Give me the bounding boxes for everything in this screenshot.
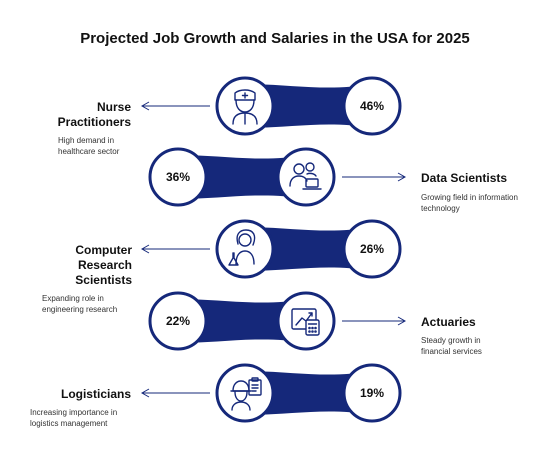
growth-value-computer-research-scientists: 26% xyxy=(359,242,385,256)
job-title-actuaries: Actuaries xyxy=(421,315,476,329)
job-title-computer-research-scientists: Computer Research Scientists xyxy=(75,243,132,287)
arrow-head-4 xyxy=(397,316,407,326)
page-title: Projected Job Growth and Salaries in the… xyxy=(80,30,470,47)
growth-value-nurse-practitioners: 46% xyxy=(359,99,385,113)
arrow-head-1 xyxy=(140,101,150,111)
growth-value-logisticians: 19% xyxy=(359,386,385,400)
job-description-computer-research-scientists: Expanding role in engineering research xyxy=(42,294,118,314)
job-description-nurse-practitioners: High demand in healthcare sector xyxy=(58,136,120,156)
arrow-head-2 xyxy=(397,172,407,182)
job-description-actuaries: Steady growth in financial services xyxy=(421,336,482,356)
pct-circle-3 xyxy=(342,219,402,279)
icon-circle-2 xyxy=(276,147,336,207)
icon-circle-5 xyxy=(215,363,275,423)
connector-band-2 xyxy=(178,155,306,199)
job-title-logisticians: Logisticians xyxy=(60,387,131,401)
pct-circle-5 xyxy=(342,363,402,423)
arrow-head-3 xyxy=(140,244,150,254)
connector-band-5 xyxy=(245,371,372,415)
pct-circle-4 xyxy=(148,291,208,351)
calculator-chart-icon xyxy=(291,308,320,336)
data-scientist-icon xyxy=(289,162,322,190)
icon-circle-3 xyxy=(215,219,275,279)
pct-circle-1 xyxy=(342,76,402,136)
connector-band-1 xyxy=(245,84,372,128)
job-description-logisticians: Increasing importance in logistics manag… xyxy=(30,408,118,428)
pct-circle-2 xyxy=(148,147,208,207)
logistician-icon xyxy=(230,377,262,411)
job-title-data-scientists: Data Scientists xyxy=(421,171,508,185)
growth-value-data-scientists: 36% xyxy=(165,170,191,184)
arrow-head-5 xyxy=(140,388,150,398)
nurse-icon xyxy=(232,89,258,125)
connector-band-3 xyxy=(245,227,372,271)
scientist-icon xyxy=(228,229,256,266)
icon-circle-1 xyxy=(215,76,275,136)
connector-band-4 xyxy=(178,299,306,343)
job-description-data-scientists: Growing field in information technology xyxy=(421,193,518,213)
growth-value-actuaries: 22% xyxy=(165,314,191,328)
job-title-nurse-practitioners: Nurse Practitioners xyxy=(57,100,131,129)
